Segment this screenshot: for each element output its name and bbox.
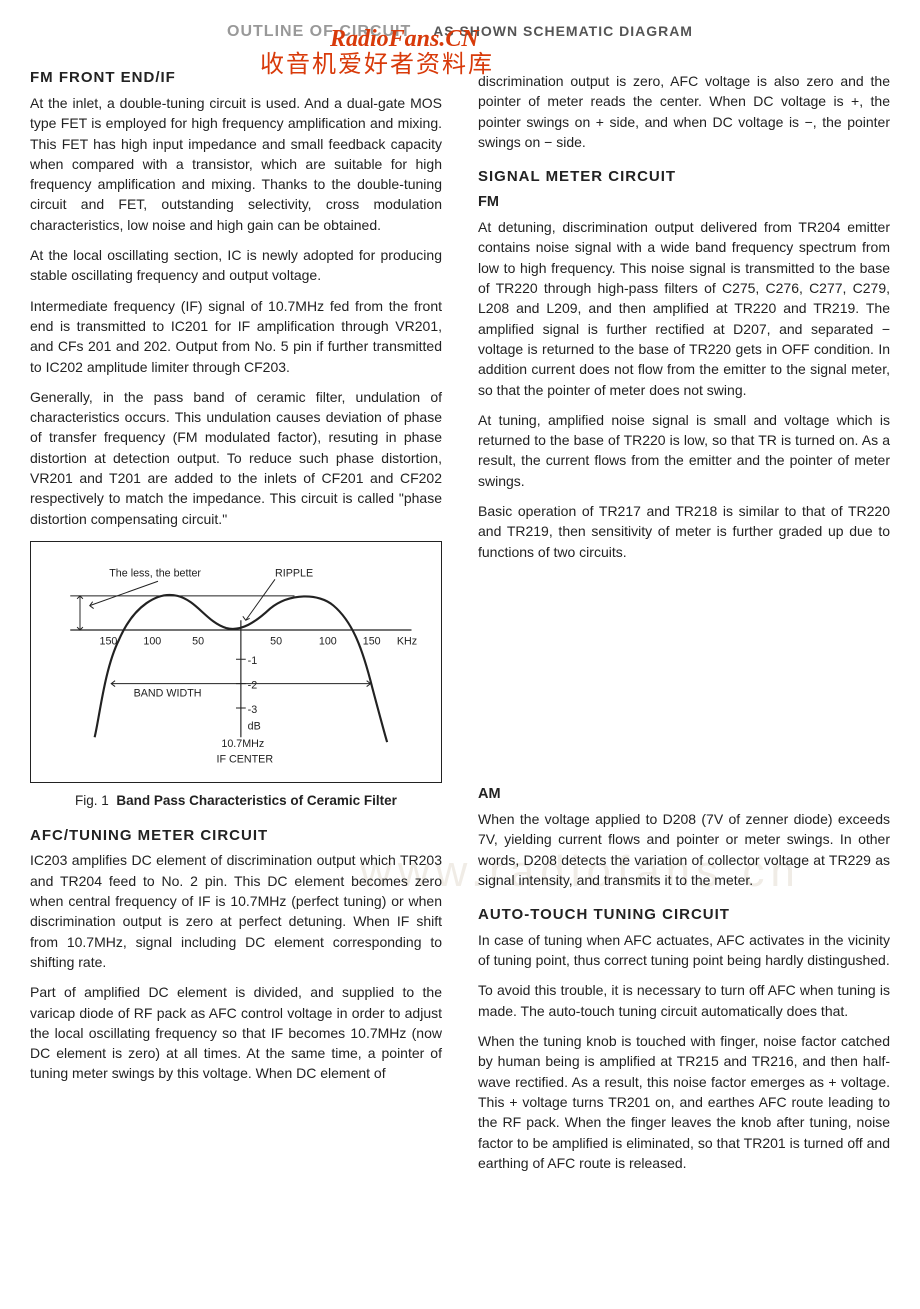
body-text: discrimination output is zero, AFC volta… — [478, 71, 890, 152]
svg-text:KHz: KHz — [397, 636, 417, 648]
svg-text:50: 50 — [270, 636, 282, 648]
svg-text:dB: dB — [248, 720, 261, 732]
header-subtitle: AS SHOWN SCHEMATIC DIAGRAM — [433, 23, 693, 39]
body-text: Intermediate frequency (IF) signal of 10… — [30, 296, 442, 377]
body-text: In case of tuning when AFC actuates, AFC… — [478, 930, 890, 971]
body-text: At the inlet, a double-tuning circuit is… — [30, 93, 442, 235]
svg-text:100: 100 — [143, 636, 161, 648]
section-afc-heading: AFC/TUNING METER CIRCUIT — [30, 825, 442, 847]
svg-text:The less, the better: The less, the better — [109, 567, 201, 579]
svg-text:IF CENTER: IF CENTER — [216, 753, 273, 765]
body-text: When the voltage applied to D208 (7V of … — [478, 809, 890, 890]
svg-text:-3: -3 — [248, 704, 258, 716]
body-text: Generally, in the pass band of ceramic f… — [30, 387, 442, 529]
body-text: At tuning, amplified noise signal is sma… — [478, 410, 890, 491]
right-column: discrimination output is zero, AFC volta… — [478, 53, 890, 1183]
svg-text:BAND WIDTH: BAND WIDTH — [134, 687, 202, 699]
section-fm-front-end-heading: FM FRONT END/IF — [30, 67, 442, 89]
header-title: OUTLINE OF CIRCUIT — [227, 23, 411, 40]
svg-text:RIPPLE: RIPPLE — [275, 567, 313, 579]
page-header: OUTLINE OF CIRCUIT AS SHOWN SCHEMATIC DI… — [30, 20, 890, 43]
svg-text:10.7MHz: 10.7MHz — [221, 738, 264, 750]
subsection-am-heading: AM — [478, 784, 890, 805]
body-text: IC203 amplifies DC element of discrimina… — [30, 850, 442, 972]
svg-text:-2: -2 — [248, 679, 258, 691]
svg-text:150: 150 — [363, 636, 381, 648]
body-text: Basic operation of TR217 and TR218 is si… — [478, 501, 890, 562]
content-columns: FM FRONT END/IF At the inlet, a double-t… — [30, 53, 890, 1183]
svg-text:100: 100 — [319, 636, 337, 648]
left-column: FM FRONT END/IF At the inlet, a double-t… — [30, 53, 442, 1183]
section-signal-meter-heading: SIGNAL METER CIRCUIT — [478, 166, 890, 188]
svg-text:-1: -1 — [248, 655, 258, 667]
bandpass-chart: 150 100 50 50 100 150 KHz -1 -2 -3 dB Th… — [41, 552, 431, 776]
figure-label: Fig. 1 — [75, 793, 109, 808]
svg-text:50: 50 — [192, 636, 204, 648]
subsection-fm-heading: FM — [478, 192, 890, 213]
body-text: At detuning, discrimination output deliv… — [478, 217, 890, 400]
figure-caption-text: Band Pass Characteristics of Ceramic Fil… — [116, 793, 397, 808]
body-text: Part of amplified DC element is divided,… — [30, 982, 442, 1083]
body-text: When the tuning knob is touched with fin… — [478, 1031, 890, 1173]
body-text: To avoid this trouble, it is necessary t… — [478, 980, 890, 1021]
body-text: At the local oscillating section, IC is … — [30, 245, 442, 286]
figure-caption: Fig. 1 Band Pass Characteristics of Cera… — [30, 791, 442, 811]
svg-text:150: 150 — [100, 636, 118, 648]
figure-bandpass: 150 100 50 50 100 150 KHz -1 -2 -3 dB Th… — [30, 541, 442, 783]
section-auto-touch-heading: AUTO-TOUCH TUNING CIRCUIT — [478, 904, 890, 926]
